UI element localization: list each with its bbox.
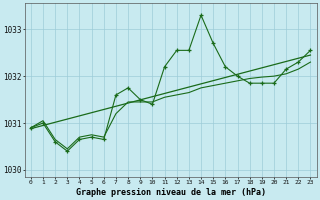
X-axis label: Graphe pression niveau de la mer (hPa): Graphe pression niveau de la mer (hPa): [76, 188, 266, 197]
